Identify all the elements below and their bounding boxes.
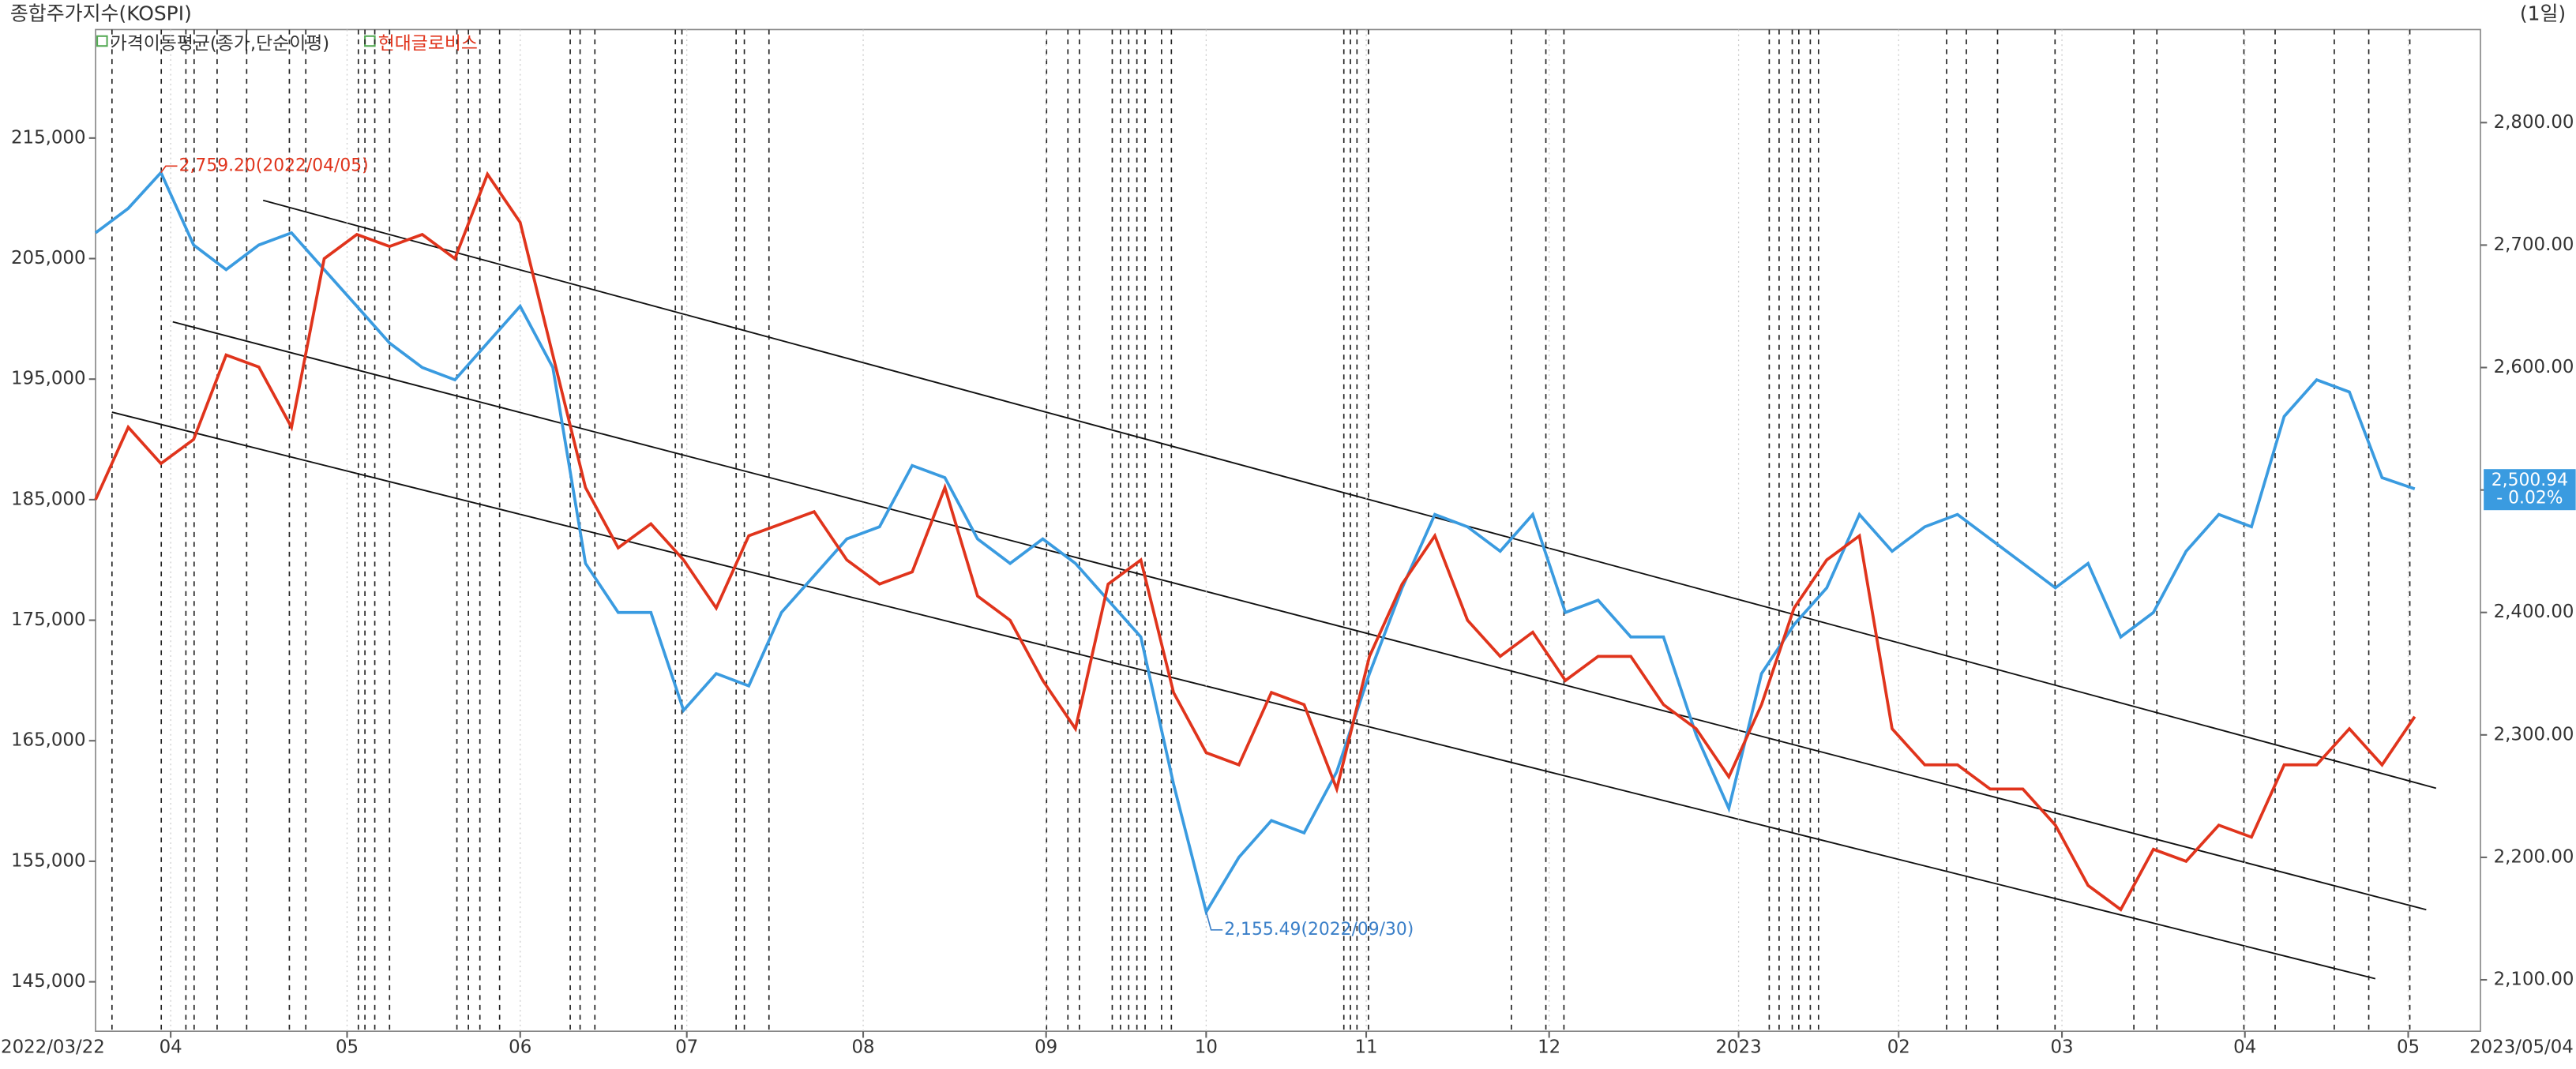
x-end-label: 2023/05/04 [2469,1037,2574,1057]
y-tick-label: 185,000 [11,489,86,509]
annotation: 2,155.49(2022/09/30) [1224,920,1414,940]
legend-label: 가격이동평균(종가,단순이평) [111,34,329,54]
y2-tick-label: 2,700.00 [2494,234,2574,255]
y2-tick-label: 2,200.00 [2494,846,2574,867]
y-tick-label: 155,000 [11,850,86,871]
y2-tick-label: 2,400.00 [2494,602,2574,622]
x-tick-label: 02 [1887,1037,1910,1057]
annotation-leader [160,165,178,174]
legend-box [96,35,108,47]
series-line [94,171,2416,912]
x-tick-label: 11 [1354,1037,1377,1057]
y2-tick-label: 2,800.00 [2494,112,2574,133]
annotation: 2,759.20(2022/04/05) [179,156,369,175]
current-change: - 0.02% [2496,489,2563,508]
x-tick-label: 12 [1538,1037,1560,1057]
trend-line [111,411,2376,980]
legend-label: 현대글로비스 [378,34,478,54]
x-tick-label: 05 [336,1037,359,1057]
plot-frame [95,28,2481,1032]
y2-tick-label: 2,100.00 [2494,970,2574,990]
trend-line [262,199,2437,790]
x-tick-label: 03 [2051,1037,2074,1057]
x-tick-label: 05 [2397,1037,2420,1057]
annotation-leader [1205,911,1223,931]
period: (1일) [2520,2,2566,25]
y2-tick-label: 2,600.00 [2494,357,2574,377]
x-tick-label: 2023 [1715,1037,1761,1057]
trend-line [172,321,2427,911]
y-tick-label: 205,000 [11,248,86,268]
x-tick-label: 04 [160,1037,182,1057]
current-box [2484,469,2576,511]
y-tick-label: 145,000 [11,971,86,992]
x-tick-label: 07 [675,1037,698,1057]
chart-title: 종합주가지수(KOSPI) [10,2,192,25]
x-tick-label: 06 [509,1037,531,1057]
y-tick-label: 215,000 [11,127,86,148]
y-tick-label: 195,000 [11,369,86,389]
series-line [94,170,2416,916]
y-tick-label: 165,000 [11,730,86,751]
x-tick-label: 10 [1195,1037,1218,1057]
x-tick-label: 04 [2233,1037,2256,1057]
x-tick-label: 08 [851,1037,874,1057]
x-tick-label: 09 [1035,1037,1057,1057]
y-tick-label: 175,000 [11,610,86,630]
x-start-label: 2022/03/22 [1,1037,105,1057]
current-value: 2,500.94 [2492,471,2568,490]
y2-tick-label: 2,300.00 [2494,724,2574,745]
